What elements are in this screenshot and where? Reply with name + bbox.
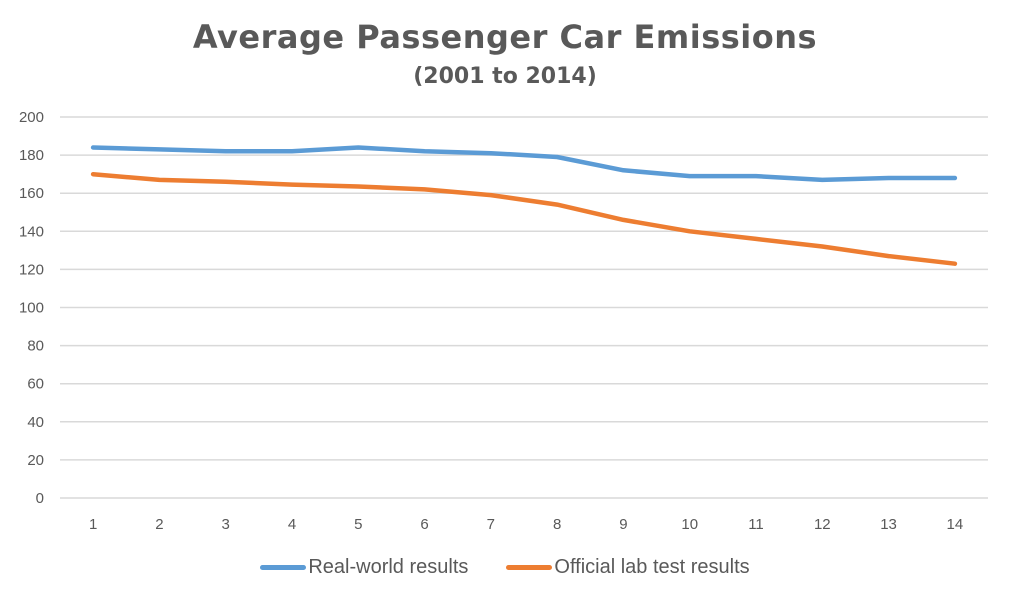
legend-item-real-world: Real-world results [260, 556, 468, 579]
legend-item-official-lab: Official lab test results [506, 556, 750, 579]
y-tick-label: 180 [19, 147, 44, 164]
y-tick-label: 140 [19, 223, 44, 240]
y-tick-label: 200 [19, 109, 44, 126]
y-tick-label: 40 [27, 414, 44, 431]
y-tick-label: 160 [19, 185, 44, 202]
y-tick-label: 120 [19, 261, 44, 278]
y-tick-label: 100 [19, 300, 44, 317]
x-tick-label: 3 [222, 516, 230, 533]
x-tick-label: 8 [553, 516, 561, 533]
x-tick-label: 7 [487, 516, 495, 533]
chart-subtitle: (2001 to 2014) [413, 64, 597, 89]
legend-label-official-lab: Official lab test results [554, 556, 750, 578]
x-tick-label: 9 [619, 516, 627, 533]
x-tick-label: 6 [420, 516, 428, 533]
x-tick-label: 13 [880, 516, 897, 533]
x-tick-label: 10 [681, 516, 698, 533]
x-tick-label: 2 [155, 516, 163, 533]
legend-swatch-real-world [260, 565, 307, 570]
x-tick-label: 5 [354, 516, 362, 533]
x-tick-label: 4 [288, 516, 296, 533]
y-tick-label: 60 [27, 376, 44, 393]
y-tick-label: 0 [36, 490, 44, 507]
legend-label-real-world: Real-world results [308, 556, 469, 578]
chart-title: Average Passenger Car Emissions [192, 18, 818, 56]
x-tick-label: 11 [748, 516, 764, 533]
y-tick-label: 20 [27, 452, 44, 469]
series-line-real-world [90, 145, 958, 183]
y-tick-label: 80 [27, 338, 44, 355]
legend-swatch-official-lab [506, 565, 553, 570]
series-line-official-lab [90, 171, 958, 266]
x-tick-label: 1 [89, 516, 97, 533]
x-tick-label: 12 [814, 516, 831, 533]
legend: Real-world results Official lab test res… [0, 556, 1010, 579]
x-tick-label: 14 [947, 516, 964, 533]
